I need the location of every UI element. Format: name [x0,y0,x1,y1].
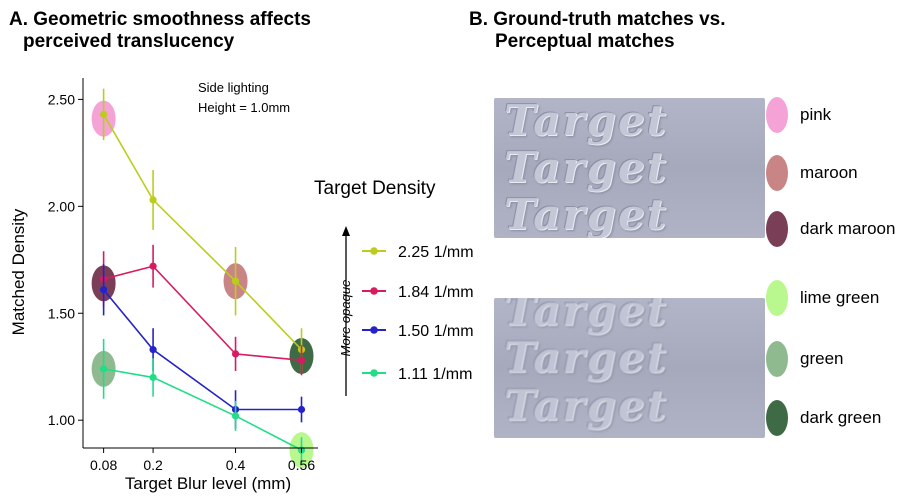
tick-layer: 0.08 0.2 0.4 0.56 1.00 1.50 2.00 2.50 [48,91,316,473]
data-point [100,110,108,118]
swatch-label: dark green [800,408,882,427]
swatch-label: pink [800,105,832,124]
legend-marker [370,326,378,334]
data-point [149,196,157,204]
legend-title: Target Density [314,178,436,199]
color-swatch [766,400,788,436]
tile-word: Target [504,333,669,382]
data-point [231,412,240,420]
legend-label: 2.25 1/mm [398,244,474,261]
data-point [149,346,157,354]
x-axis-label: Target Blur level (mm) [125,474,291,493]
y-tick-label: 2.50 [48,91,75,107]
panel-a-title-line1: A. Geometric smoothness affects [9,9,311,30]
perceptual-tile: Target Target Target [494,298,765,438]
more-opaque-arrow [342,226,350,396]
panel-b-title: B. Ground-truth matches vs. Perceptual m… [469,9,749,53]
y-tick-label: 1.00 [48,412,75,428]
ground-truth-tile: Target Target Target [494,98,765,238]
color-swatch [766,97,788,133]
tile-word: Target [504,381,669,430]
data-point [297,405,306,414]
legend-marker [370,369,378,377]
data-point [231,350,240,358]
data-point [100,286,108,294]
series-line [102,113,303,351]
x-tick-label: 0.08 [90,457,117,473]
legend-marker [370,247,378,255]
swatch-label: green [800,349,844,368]
data-point [231,277,240,285]
panel-a-title: A. Geometric smoothness affects perceive… [9,9,379,53]
series-line [102,289,302,411]
perceptual-match-ellipses [91,100,314,469]
tile-word: Target [504,190,669,238]
series-layer [100,88,306,463]
data-point [100,365,108,373]
x-tick-label: 0.4 [226,457,246,473]
x-tick-label: 0.56 [288,457,315,473]
data-point [149,373,157,382]
legend-marker [370,287,378,295]
y-tick-label: 1.50 [48,305,75,321]
y-axis-label: Matched Density [9,208,28,335]
panel-b-title-line2: Perceptual matches [495,31,675,52]
x-tick-label: 0.2 [143,457,163,473]
legend-label: 1.11 1/mm [398,366,472,383]
data-point [149,262,157,270]
more-opaque-label: More opaque [338,280,353,357]
swatch-label: maroon [800,163,858,182]
series-line [103,368,302,451]
swatch-label: dark maroon [800,219,896,238]
panel-a-title-line2: perceived translucency [23,31,235,52]
tile-word: Target [504,143,669,192]
tile-word: Target [504,298,669,335]
color-swatch [766,341,788,377]
swatch-label: lime green [800,288,880,307]
color-swatch [766,155,788,191]
series-line [103,265,302,362]
data-point [297,356,306,364]
annotation-lighting: Side lighting [198,80,269,95]
legend-label: 1.50 1/mm [398,323,474,340]
y-tick-label: 2.00 [48,198,75,214]
legend-label: 1.84 1/mm [398,284,474,301]
panel-b-title-line1: B. Ground-truth matches vs. [469,9,726,30]
legend-entries: 2.25 1/mm 1.84 1/mm 1.50 1/mm 1.11 1/mm [362,244,474,383]
color-swatch [766,280,788,316]
tile-word: Target [504,98,669,145]
annotation-height: Height = 1.0mm [198,100,290,115]
color-swatch [766,211,788,247]
